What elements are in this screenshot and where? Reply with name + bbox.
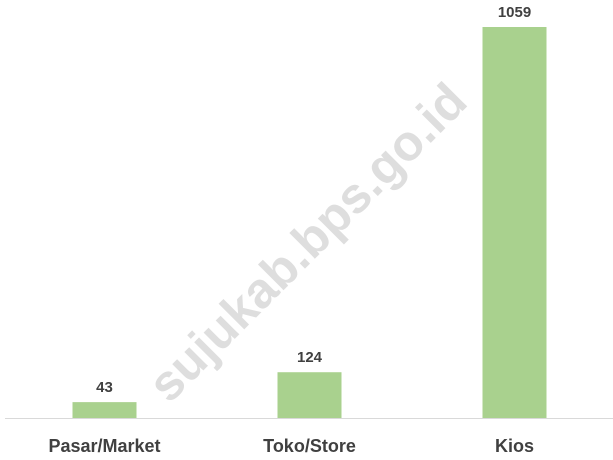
data-label: 43 <box>96 379 113 396</box>
data-label: 124 <box>297 349 323 366</box>
bar <box>277 372 342 418</box>
x-tick-label: Pasar/Market <box>48 436 160 456</box>
x-tick-label: Kios <box>495 436 534 456</box>
bar <box>72 402 137 418</box>
data-label: 1059 <box>498 4 531 21</box>
bar <box>482 27 547 418</box>
x-tick-label: Toko/Store <box>263 436 356 456</box>
